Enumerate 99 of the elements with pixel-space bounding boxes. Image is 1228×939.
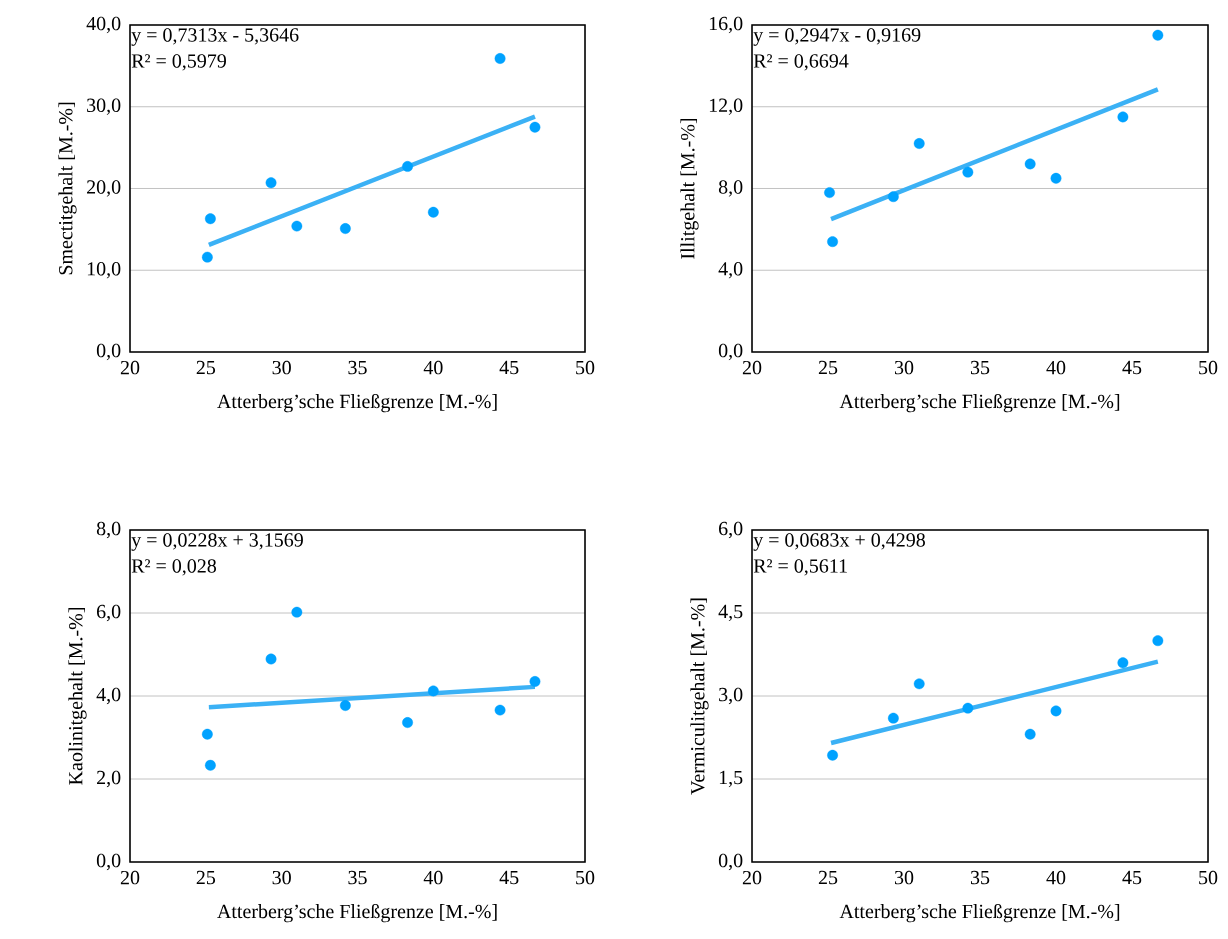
point (494, 53, 506, 64)
annotation: y = 0,0228x + 3,1569 (131, 533, 303, 551)
x-tick-label: 35 (348, 360, 367, 375)
point (402, 161, 413, 172)
y-tick-label: 0,0 (96, 853, 121, 871)
point (1024, 728, 1036, 740)
annotation: R² = 0,5979 (131, 54, 226, 71)
point (529, 676, 541, 687)
x-tick-label: 30 (272, 870, 291, 885)
point (913, 678, 925, 690)
y-tick-label: 6,0 (719, 521, 743, 539)
point (201, 251, 213, 263)
point (887, 191, 899, 203)
point (339, 700, 351, 711)
point (1050, 705, 1062, 717)
x-axis-title: Atterberg’sche Fließgrenze [M.-%] (839, 903, 1120, 923)
y-tick-label: 0,0 (718, 343, 743, 361)
y-tick-label: 3,0 (719, 687, 743, 705)
x-tick-label: 25 (818, 870, 838, 885)
x-tick-label: 20 (742, 870, 762, 885)
x-tick-label: 40 (1046, 870, 1066, 885)
x-tick-label: 40 (423, 870, 443, 885)
annotation: y = 0,0683x + 0,4298 (753, 533, 925, 551)
annotation: R² = 0,5611 (753, 559, 847, 576)
y-tick-label: 10,0 (87, 262, 121, 279)
point (1152, 29, 1164, 41)
y-axis-title: Vermiculitgehalt [M.-%] (690, 598, 709, 795)
x-tick-label: 25 (196, 870, 216, 885)
point (339, 223, 351, 234)
x-tick-label: 35 (348, 870, 367, 885)
y-tick-label: 1,5 (719, 770, 743, 788)
point (265, 653, 277, 665)
y-tick-label: 8,0 (718, 180, 743, 197)
x-tick-label: 40 (423, 360, 443, 375)
annotation: y = 0,7313x - 5,3646 (131, 28, 299, 46)
point (494, 704, 506, 716)
point (427, 206, 439, 218)
point (887, 712, 899, 724)
y-tick-label: 0,0 (718, 853, 743, 871)
y-axis-title: Kaolinitgehalt [M.-%] (68, 608, 87, 785)
annotation: R² = 0,6694 (753, 54, 849, 71)
x-tick-label: 40 (1046, 360, 1066, 375)
point (1050, 172, 1062, 184)
point (204, 213, 216, 225)
y-tick-label: 8,0 (96, 521, 121, 539)
x-tick-label: 45 (499, 870, 519, 885)
x-axis-title: Atterberg’sche Fließgrenze [M.-%] (839, 393, 1120, 413)
annotation: y = 0,2947x - 0,9169 (753, 28, 921, 46)
y-axis-title: Smectitgehalt [M.-%] (58, 102, 77, 275)
point (824, 187, 835, 198)
y-tick-label: 30,0 (87, 98, 121, 115)
x-tick-label: 45 (1122, 360, 1142, 375)
y-tick-label: 4,0 (96, 687, 121, 705)
x-tick-label: 30 (894, 360, 914, 375)
y-tick-label: 20,0 (87, 180, 121, 197)
point (962, 702, 974, 714)
point (1117, 111, 1129, 123)
x-tick-label: 35 (970, 360, 990, 375)
point (827, 749, 838, 761)
x-tick-label: 45 (499, 360, 519, 375)
x-tick-label: 50 (576, 360, 595, 375)
point (1024, 158, 1036, 170)
point (402, 717, 413, 728)
x-tick-label: 20 (120, 870, 140, 885)
x-tick-label: 50 (1199, 360, 1218, 375)
x-tick-label: 35 (970, 870, 990, 885)
y-tick-label: 4,5 (718, 604, 743, 622)
point (201, 728, 213, 740)
point (1117, 657, 1129, 669)
point (529, 121, 541, 133)
point (913, 138, 925, 149)
y-axis-title: Illitgehalt [M.-%] (680, 118, 699, 259)
y-tick-label: 40,0 (86, 16, 121, 34)
x-tick-label: 45 (1122, 870, 1142, 885)
x-tick-label: 25 (196, 360, 216, 375)
x-tick-label: 50 (1199, 870, 1218, 885)
y-tick-label: 6,0 (96, 604, 121, 622)
y-tick-label: 4,0 (718, 262, 743, 279)
x-axis-title: Atterberg’sche Fließgrenze [M.-%] (217, 903, 497, 923)
x-tick-label: 20 (120, 360, 140, 375)
y-tick-label: 12,0 (709, 98, 743, 115)
y-tick-label: 2,0 (97, 770, 121, 788)
point (1152, 635, 1164, 647)
annotation: R² = 0,028 (131, 559, 217, 576)
point (827, 236, 838, 248)
x-tick-label: 30 (894, 870, 914, 885)
x-tick-label: 30 (272, 360, 291, 375)
x-tick-label: 20 (742, 360, 762, 375)
point (962, 166, 974, 178)
point (427, 685, 439, 697)
y-tick-label: 0,0 (96, 343, 121, 361)
point (291, 220, 303, 232)
point (204, 759, 216, 771)
x-tick-label: 25 (818, 360, 838, 375)
point (265, 177, 277, 189)
point (291, 606, 303, 618)
y-tick-label: 16,0 (709, 16, 743, 34)
x-tick-label: 50 (576, 870, 595, 885)
x-axis-title: Atterberg’sche Fließgrenze [M.-%] (217, 393, 497, 413)
